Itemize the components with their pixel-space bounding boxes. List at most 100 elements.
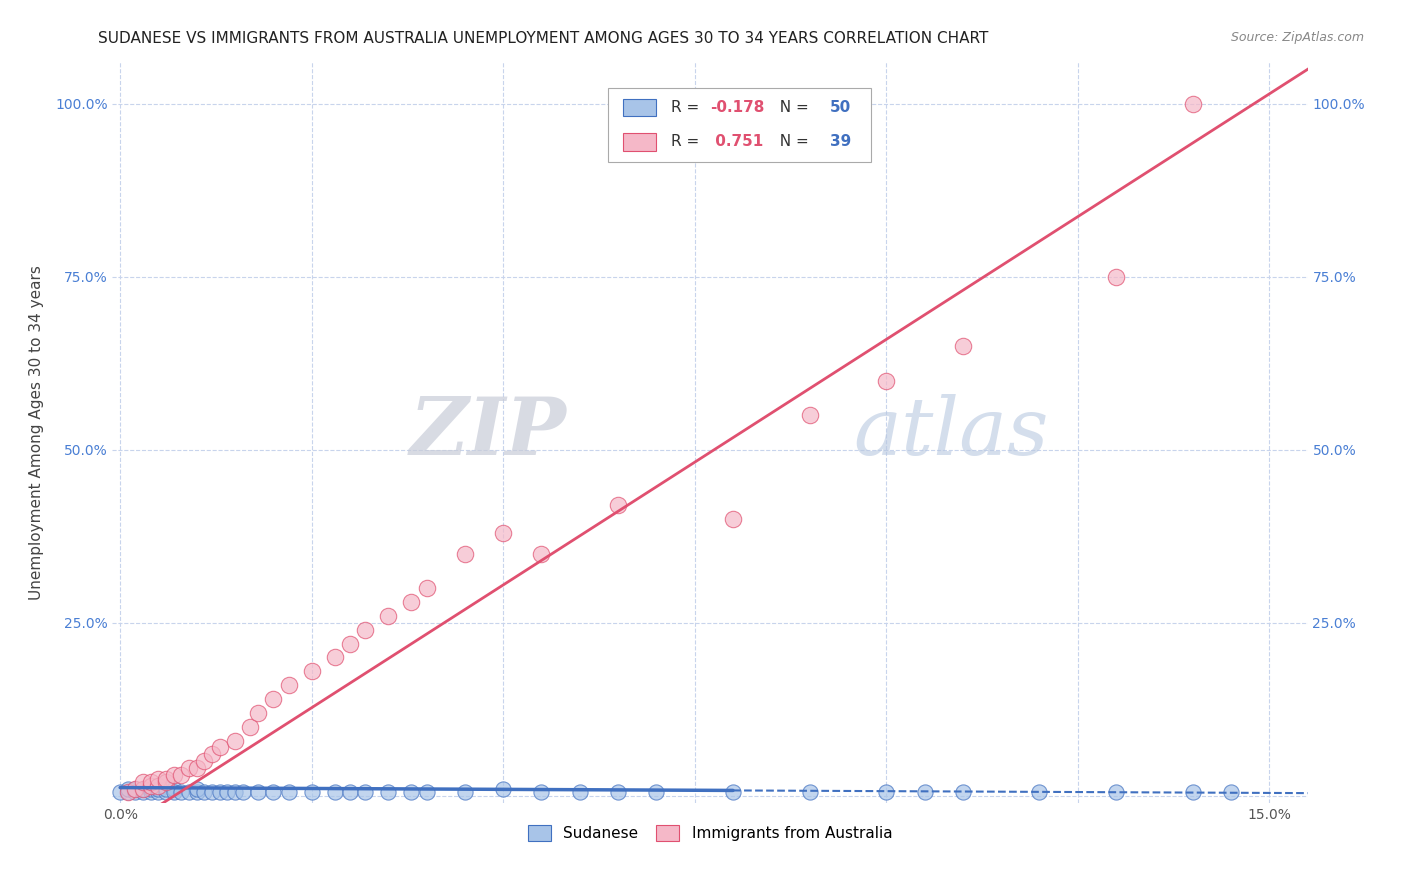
- Point: [1181, 97, 1204, 112]
- Point: [163, 781, 186, 796]
- Point: [170, 785, 193, 799]
- Point: [568, 785, 591, 799]
- Point: [155, 772, 177, 786]
- Point: [377, 785, 399, 799]
- Point: [139, 779, 162, 793]
- Point: [1220, 785, 1243, 799]
- Point: [914, 785, 936, 799]
- Point: [163, 768, 186, 782]
- Point: [155, 775, 177, 789]
- Point: [148, 781, 170, 796]
- Point: [208, 740, 231, 755]
- Text: 39: 39: [830, 134, 851, 149]
- Point: [148, 772, 170, 786]
- Point: [124, 781, 146, 796]
- Point: [530, 785, 553, 799]
- Text: SUDANESE VS IMMIGRANTS FROM AUSTRALIA UNEMPLOYMENT AMONG AGES 30 TO 34 YEARS COR: SUDANESE VS IMMIGRANTS FROM AUSTRALIA UN…: [98, 31, 988, 46]
- Point: [262, 785, 284, 799]
- Point: [124, 781, 146, 796]
- Point: [139, 781, 162, 796]
- Point: [132, 781, 155, 796]
- Point: [721, 512, 744, 526]
- Point: [177, 785, 200, 799]
- Point: [377, 609, 399, 624]
- Text: ZIP: ZIP: [409, 394, 567, 471]
- Point: [952, 785, 974, 799]
- Text: 0.751: 0.751: [710, 134, 763, 149]
- Point: [339, 637, 361, 651]
- Point: [354, 785, 377, 799]
- Point: [186, 761, 208, 775]
- FancyBboxPatch shape: [609, 88, 872, 162]
- Point: [607, 785, 630, 799]
- Point: [193, 754, 215, 768]
- Point: [301, 785, 323, 799]
- Point: [952, 339, 974, 353]
- Text: R =: R =: [671, 100, 704, 115]
- Point: [132, 785, 155, 799]
- Point: [339, 785, 361, 799]
- Point: [1028, 785, 1050, 799]
- Text: atlas: atlas: [853, 394, 1049, 471]
- Point: [247, 706, 270, 720]
- Point: [139, 775, 162, 789]
- Point: [799, 785, 821, 799]
- Point: [108, 785, 131, 799]
- Point: [721, 785, 744, 799]
- Point: [530, 547, 553, 561]
- Point: [163, 785, 186, 799]
- Point: [875, 785, 897, 799]
- Point: [170, 768, 193, 782]
- Point: [155, 785, 177, 799]
- Point: [224, 733, 246, 747]
- Point: [401, 785, 423, 799]
- Point: [277, 678, 299, 692]
- Point: [262, 692, 284, 706]
- Text: R =: R =: [671, 134, 704, 149]
- Point: [193, 785, 215, 799]
- Point: [875, 374, 897, 388]
- Point: [415, 582, 437, 596]
- Point: [1105, 269, 1128, 284]
- Y-axis label: Unemployment Among Ages 30 to 34 years: Unemployment Among Ages 30 to 34 years: [30, 265, 44, 600]
- Point: [148, 785, 170, 799]
- Point: [354, 623, 377, 637]
- Point: [217, 785, 239, 799]
- Point: [132, 775, 155, 789]
- Point: [301, 665, 323, 679]
- Legend: Sudanese, Immigrants from Australia: Sudanese, Immigrants from Australia: [522, 819, 898, 847]
- Point: [247, 785, 270, 799]
- Text: N =: N =: [770, 100, 814, 115]
- Point: [139, 785, 162, 799]
- Text: 50: 50: [830, 100, 851, 115]
- Point: [799, 409, 821, 423]
- Point: [454, 785, 477, 799]
- Point: [186, 785, 208, 799]
- Point: [415, 785, 437, 799]
- FancyBboxPatch shape: [623, 99, 657, 117]
- Point: [201, 747, 224, 762]
- Point: [492, 781, 515, 796]
- Point: [186, 781, 208, 796]
- Point: [454, 547, 477, 561]
- Point: [277, 785, 299, 799]
- Point: [148, 779, 170, 793]
- Text: Source: ZipAtlas.com: Source: ZipAtlas.com: [1230, 31, 1364, 45]
- Point: [224, 785, 246, 799]
- Point: [117, 781, 139, 796]
- Point: [1181, 785, 1204, 799]
- Point: [177, 761, 200, 775]
- Point: [239, 720, 262, 734]
- Point: [401, 595, 423, 609]
- Point: [132, 781, 155, 796]
- Point: [232, 785, 254, 799]
- Point: [323, 785, 346, 799]
- Point: [201, 785, 224, 799]
- Text: N =: N =: [770, 134, 814, 149]
- Point: [124, 785, 146, 799]
- Point: [117, 785, 139, 799]
- Point: [208, 785, 231, 799]
- Point: [492, 525, 515, 540]
- Point: [117, 785, 139, 799]
- Point: [1105, 785, 1128, 799]
